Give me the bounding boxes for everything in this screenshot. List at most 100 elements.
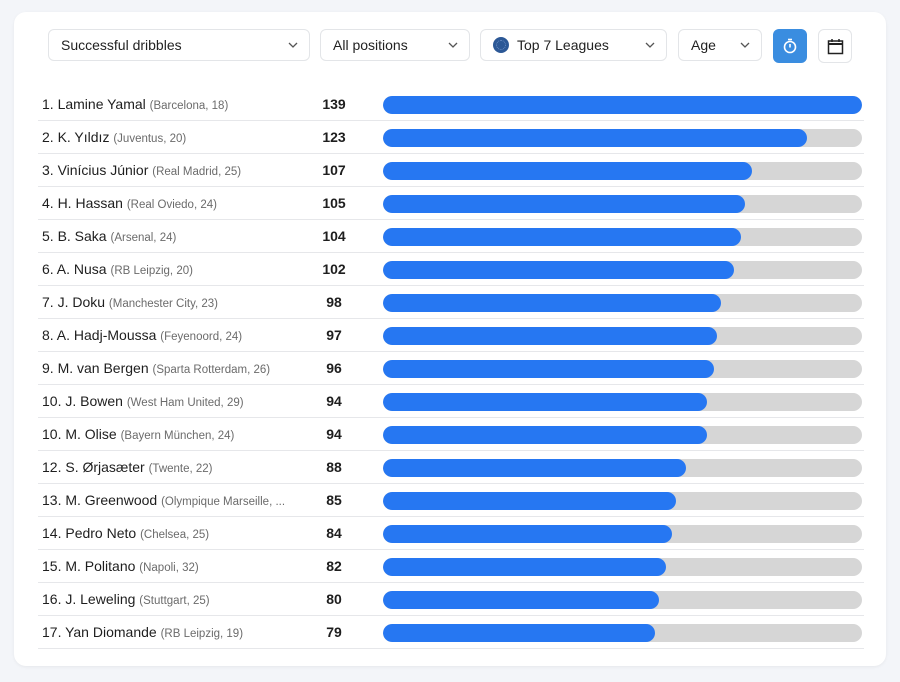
player-name-cell: 9. M. van Bergen (Sparta Rotterdam, 26) [42,352,292,384]
stopwatch-icon [783,38,797,54]
player-row[interactable]: 8. A. Hadj-Moussa (Feyenoord, 24) 97 [38,319,864,352]
player-name-cell: 17. Yan Diomande (RB Leipzig, 19) [42,616,292,648]
player-rank-name: 17. Yan Diomande [42,624,157,640]
player-name-cell: 3. Vinícius Júnior (Real Madrid, 25) [42,154,292,186]
bar-fill [383,591,659,609]
player-club-age: (Bayern München, 24) [120,430,235,442]
stat-value: 107 [322,162,346,178]
player-rank-name: 9. M. van Bergen [42,360,149,376]
leaderboard-card: Successful dribbles All positions Top 7 … [14,12,886,666]
bar-fill [383,261,735,279]
player-rank-name: 10. M. Olise [42,426,117,442]
bar-fill [383,294,721,312]
player-rank-name: 4. H. Hassan [42,195,123,211]
chevron-down-icon [645,42,655,48]
competition-select[interactable]: Top 7 Leagues [480,29,667,61]
chevron-down-icon [288,42,298,48]
player-club-age: (RB Leipzig, 19) [160,628,244,640]
player-rank-name: 6. A. Nusa [42,261,107,277]
stat-value: 105 [322,195,346,211]
player-club-age: (Juventus, 20) [113,133,187,145]
stat-value: 139 [322,96,346,112]
player-row[interactable]: 6. A. Nusa (RB Leipzig, 20) 102 [38,253,864,286]
player-row[interactable]: 12. S. Ørjasæter (Twente, 22) 88 [38,451,864,484]
bar-track [383,492,862,510]
bar-track [383,129,862,147]
bar-track [383,426,862,444]
player-row[interactable]: 7. J. Doku (Manchester City, 23) 98 [38,286,864,319]
player-row[interactable]: 10. M. Olise (Bayern München, 24) 94 [38,418,864,451]
player-club-age: (Stuttgart, 25) [139,595,210,607]
bar-track [383,393,862,411]
bar-track [383,558,862,576]
player-row[interactable]: 4. H. Hassan (Real Oviedo, 24) 105 [38,187,864,220]
player-name-cell: 4. H. Hassan (Real Oviedo, 24) [42,187,292,219]
bar-fill [383,624,656,642]
player-row[interactable]: 14. Pedro Neto (Chelsea, 25) 84 [38,517,864,550]
player-row[interactable]: 3. Vinícius Júnior (Real Madrid, 25) 107 [38,154,864,187]
chevron-down-icon [448,42,458,48]
bar-fill [383,360,714,378]
player-row[interactable]: 16. J. Leweling (Stuttgart, 25) 80 [38,583,864,616]
stat-value: 84 [326,525,342,541]
player-rank-name: 14. Pedro Neto [42,525,137,541]
stat-value: 88 [326,459,342,475]
player-rank-name: 2. K. Yıldız [42,129,110,145]
position-select[interactable]: All positions [320,29,470,61]
player-rank-name: 10. J. Bowen [42,393,123,409]
bar-track [383,96,862,114]
player-name-cell: 5. B. Saka (Arsenal, 24) [42,220,292,252]
player-row[interactable]: 2. K. Yıldız (Juventus, 20) 123 [38,121,864,154]
player-name-cell: 6. A. Nusa (RB Leipzig, 20) [42,253,292,285]
stat-value: 94 [326,426,342,442]
player-name-cell: 13. M. Greenwood (Olympique Marseille, .… [42,484,292,516]
player-name-cell: 16. J. Leweling (Stuttgart, 25) [42,583,292,615]
player-row[interactable]: 9. M. van Bergen (Sparta Rotterdam, 26) 9… [38,352,864,385]
europe-flag-icon [493,37,509,53]
player-rank-name: 8. A. Hadj-Moussa [42,327,157,343]
competition-select-value: Top 7 Leagues [517,37,609,53]
stat-value: 79 [326,624,342,640]
player-row[interactable]: 1. Lamine Yamal (Barcelona, 18) 139 [38,88,864,121]
player-row[interactable]: 17. Yan Diomande (RB Leipzig, 19) 79 [38,616,864,649]
bar-track [383,294,862,312]
player-rank-name: 1. Lamine Yamal [42,96,146,112]
bar-track [383,525,862,543]
player-club-age: (Napoli, 32) [139,562,199,574]
player-name-cell: 7. J. Doku (Manchester City, 23) [42,286,292,318]
bar-track [383,162,862,180]
metric-select[interactable]: Successful dribbles [48,29,310,61]
age-select[interactable]: Age [678,29,762,61]
player-club-age: (Manchester City, 23) [108,298,218,310]
player-name-cell: 8. A. Hadj-Moussa (Feyenoord, 24) [42,319,292,351]
bar-fill [383,492,676,510]
player-rank-name: 5. B. Saka [42,228,107,244]
player-row[interactable]: 13. M. Greenwood (Olympique Marseille, .… [38,484,864,517]
player-name-cell: 15. M. Politano (Napoli, 32) [42,550,292,582]
player-club-age: (Chelsea, 25) [140,529,210,541]
player-row[interactable]: 10. J. Bowen (West Ham United, 29) 94 [38,385,864,418]
per90-toggle-button[interactable] [773,29,807,63]
bar-track [383,360,862,378]
player-club-age: (Sparta Rotterdam, 26) [152,364,271,376]
position-select-value: All positions [333,37,408,53]
player-name-cell: 10. M. Olise (Bayern München, 24) [42,418,292,450]
player-name-cell: 2. K. Yıldız (Juventus, 20) [42,121,292,153]
season-calendar-button[interactable] [818,29,852,63]
bar-fill [383,558,666,576]
player-rank-name: 15. M. Politano [42,558,136,574]
player-row[interactable]: 15. M. Politano (Napoli, 32) 82 [38,550,864,583]
calendar-icon [827,38,843,54]
player-rank-name: 7. J. Doku [42,294,106,310]
player-club-age: (Twente, 22) [148,463,213,475]
stat-value: 102 [322,261,346,277]
bar-fill [383,426,707,444]
stat-value: 98 [326,294,342,310]
bar-track [383,261,862,279]
player-rank-name: 13. M. Greenwood [42,492,158,508]
stat-value: 94 [326,393,342,409]
player-row[interactable]: 5. B. Saka (Arsenal, 24) 104 [38,220,864,253]
player-club-age: (Olympique Marseille, ... [161,496,286,508]
bar-fill [383,525,673,543]
player-name-cell: 14. Pedro Neto (Chelsea, 25) [42,517,292,549]
